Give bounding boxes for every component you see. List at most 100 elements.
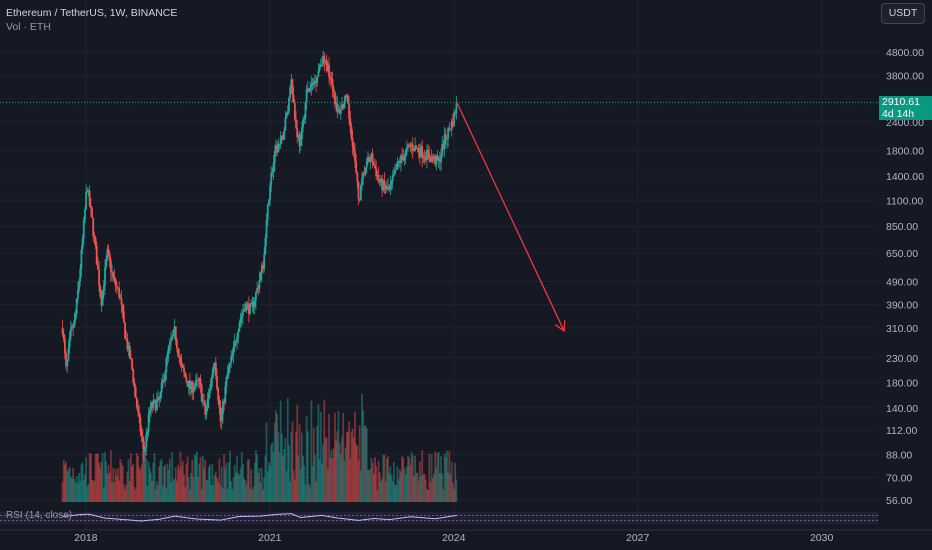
candle: [214, 356, 217, 380]
candle-body: [440, 155, 442, 163]
volume-bar: [433, 473, 435, 502]
candle: [389, 176, 392, 196]
currency-button[interactable]: USDT: [881, 3, 925, 24]
candle: [160, 378, 163, 398]
volume-bar: [256, 454, 259, 502]
volume-bar: [164, 464, 167, 502]
candle-body: [147, 414, 150, 432]
volume-bar: [311, 465, 314, 502]
candle: [392, 167, 395, 177]
candle-body: [372, 164, 375, 166]
candle-body: [111, 272, 113, 273]
volume-bar: [157, 485, 159, 502]
candle: [210, 377, 213, 392]
candle: [179, 354, 182, 368]
candle: [252, 297, 255, 314]
candle-body: [388, 189, 391, 191]
candle-body: [418, 152, 421, 157]
candle: [251, 296, 254, 312]
candle-body: [414, 145, 417, 152]
y-tick-label: 88.00: [886, 450, 912, 462]
x-tick-label: 2021: [258, 532, 282, 544]
candle: [171, 334, 174, 341]
candle-body: [269, 185, 271, 200]
candle: [159, 391, 162, 403]
volume-bar: [449, 474, 452, 502]
volume-bar: [186, 456, 189, 502]
volume-bar: [119, 459, 122, 502]
candle-body: [434, 156, 437, 165]
last-price-tag: 2910.61 4d 14h: [879, 96, 932, 121]
volume-bar: [183, 474, 185, 502]
volume-bar: [267, 462, 270, 502]
volume-bar: [269, 465, 271, 502]
volume-bar: [147, 461, 150, 502]
candle: [128, 342, 131, 359]
candle-body: [338, 109, 341, 114]
candle: [290, 74, 293, 94]
candle: [118, 281, 121, 301]
candle-body: [181, 365, 184, 368]
volume-bar: [388, 473, 391, 502]
volume-label[interactable]: Vol · ETH: [6, 21, 51, 33]
candle-body: [105, 259, 108, 268]
candle: [263, 247, 266, 273]
candle-body: [345, 95, 348, 97]
x-tick-label: 2018: [74, 532, 98, 544]
candle: [317, 63, 320, 78]
volume-bar: [122, 484, 125, 502]
candle: [280, 135, 283, 145]
volume-bar: [97, 453, 99, 502]
candle-body: [132, 369, 135, 383]
volume-bar: [441, 473, 444, 502]
candle: [230, 350, 233, 369]
volume-bar: [93, 480, 96, 502]
candle-body: [244, 308, 247, 311]
candle: [168, 338, 171, 354]
candle-body: [312, 82, 315, 85]
candle-body: [222, 401, 224, 415]
volume-bar: [304, 484, 307, 502]
candle-body: [275, 145, 277, 152]
volume-bar: [72, 467, 75, 502]
candle-body: [394, 169, 396, 175]
volume-bar: [180, 465, 183, 502]
candle-body: [238, 322, 241, 332]
candle-body: [421, 146, 424, 158]
volume-bar: [206, 479, 209, 502]
volume-bar: [310, 400, 313, 502]
candle-body: [309, 87, 312, 92]
candle: [414, 137, 417, 152]
candle-body: [217, 388, 220, 401]
candle-body: [450, 121, 453, 130]
candle-body: [259, 272, 262, 281]
candle-body: [293, 102, 296, 120]
candle: [81, 234, 84, 254]
candle-body: [400, 155, 402, 164]
volume-bar: [363, 426, 366, 502]
volume-bar: [158, 466, 161, 502]
candle: [322, 50, 325, 67]
symbol-title[interactable]: Ethereum / TetherUS, 1W, BINANCE: [6, 7, 178, 19]
rsi-label[interactable]: RSI (14, close): [6, 510, 73, 521]
candle-body: [191, 381, 194, 393]
volume-bar: [305, 415, 308, 502]
candle: [278, 143, 281, 150]
candle: [88, 185, 91, 208]
candle-body: [205, 408, 208, 415]
candle-body: [81, 238, 84, 250]
candle: [205, 405, 208, 420]
candle: [213, 362, 216, 371]
volume-bar: [344, 447, 347, 502]
candle: [113, 268, 116, 284]
volume-bar: [397, 479, 400, 502]
candle-body: [119, 297, 122, 299]
volume-bar: [184, 486, 187, 502]
candle: [277, 138, 280, 153]
candle-body: [126, 339, 129, 350]
candle: [266, 203, 269, 227]
candle: [282, 131, 284, 141]
volume-bar: [127, 459, 130, 502]
volume-bar: [148, 467, 151, 502]
